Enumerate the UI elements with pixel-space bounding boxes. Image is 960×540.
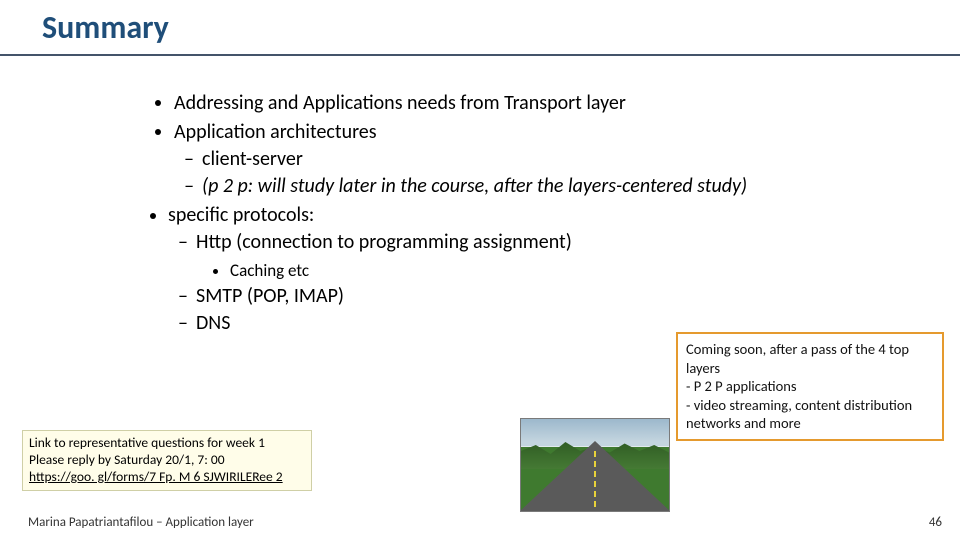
bullet-list-small: specific protocols: Http (connection to … xyxy=(150,202,910,337)
title-underline xyxy=(0,54,960,56)
bullet-list-level1: Addressing and Applications needs from T… xyxy=(150,90,910,200)
dash-list-protocols-2: SMTP (POP, IMAP) DNS xyxy=(168,283,910,337)
dash-smtp: SMTP (POP, IMAP) xyxy=(196,283,910,310)
note-line1: Link to representative questions for wee… xyxy=(29,435,305,452)
coming-line2: - P 2 P applications xyxy=(686,377,934,396)
title-wrap: Summary xyxy=(0,0,960,47)
caching-list: Caching etc xyxy=(168,260,910,283)
bullet-protocols: specific protocols: Http (connection to … xyxy=(168,202,910,337)
footer-page-number: 46 xyxy=(929,515,942,530)
note-box: Link to representative questions for wee… xyxy=(22,430,312,491)
slide: Summary Addressing and Applications need… xyxy=(0,0,960,540)
bullet-architectures-text: Application architectures xyxy=(174,120,377,144)
note-line2: Please reply by Saturday 20/1, 7: 00 xyxy=(29,452,305,469)
road-image xyxy=(520,418,670,512)
dash-list-protocols: Http (connection to programming assignme… xyxy=(168,229,910,256)
coming-line3: - video streaming, content distribution … xyxy=(686,396,934,433)
dash-p2p: (p 2 p: will study later in the course, … xyxy=(202,173,910,200)
dash-client-server: client-server xyxy=(202,146,910,173)
dash-http: Http (connection to programming assignme… xyxy=(196,229,910,256)
bullet-protocols-text: specific protocols: xyxy=(168,203,314,227)
content-area: Addressing and Applications needs from T… xyxy=(150,90,910,337)
bullet-architectures: Application architectures client-server … xyxy=(174,119,910,200)
footer-author: Marina Papatriantafilou – Application la… xyxy=(28,515,254,530)
coming-line1: Coming soon, after a pass of the 4 top l… xyxy=(686,340,934,377)
caching-item: Caching etc xyxy=(230,260,910,283)
bullet-addressing: Addressing and Applications needs from T… xyxy=(174,90,910,117)
coming-soon-box: Coming soon, after a pass of the 4 top l… xyxy=(676,332,944,441)
note-link[interactable]: https://goo. gl/forms/7 Fp. M 6 SJWIRILE… xyxy=(29,469,305,486)
dash-list-arch: client-server (p 2 p: will study later i… xyxy=(174,146,910,200)
road-stripe xyxy=(594,451,596,511)
slide-title: Summary xyxy=(42,8,960,47)
